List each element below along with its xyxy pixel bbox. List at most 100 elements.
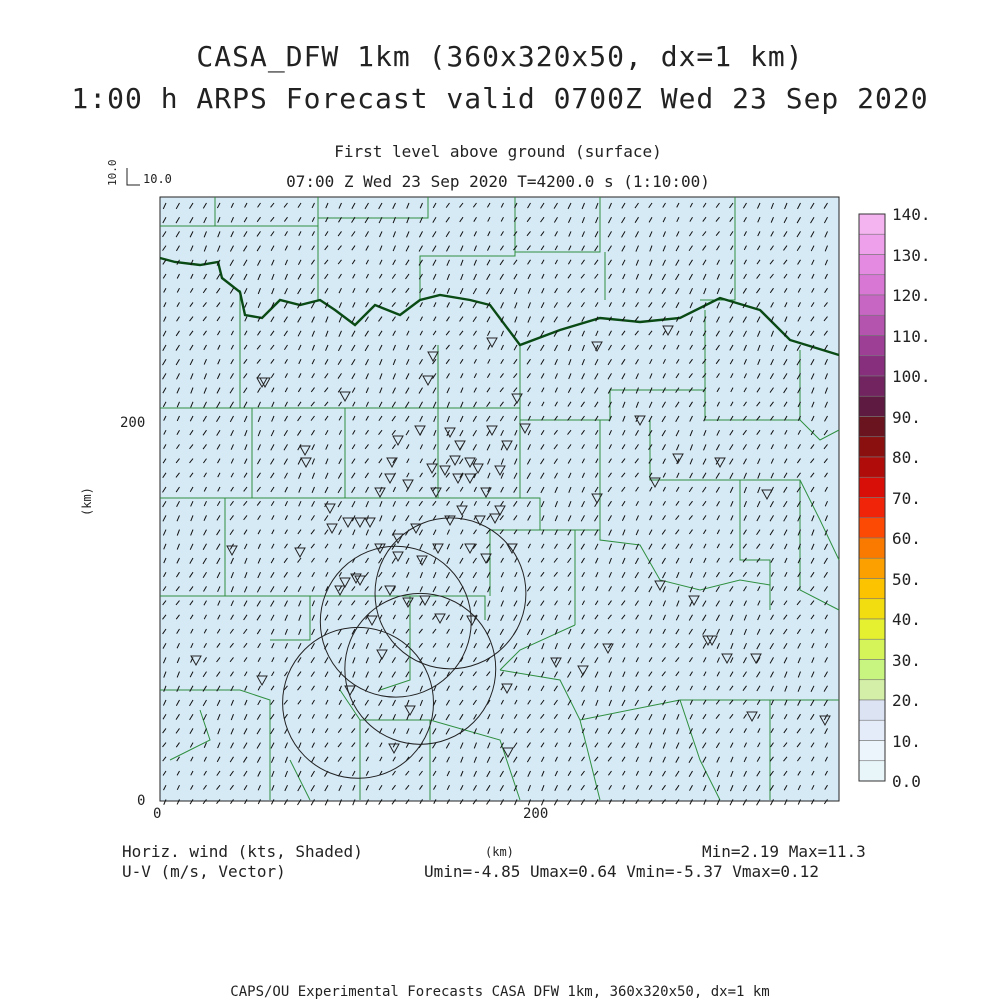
wind-vector bbox=[203, 245, 207, 252]
wind-vector bbox=[648, 216, 653, 223]
wind-vector bbox=[487, 245, 491, 251]
wind-vector bbox=[162, 713, 167, 720]
wind-vector bbox=[432, 373, 437, 380]
wind-vector bbox=[595, 330, 599, 337]
wind-vector bbox=[324, 415, 329, 421]
wind-vector bbox=[229, 287, 234, 294]
wind-vector bbox=[418, 529, 423, 536]
wind-vector bbox=[756, 429, 761, 435]
wind-vector bbox=[527, 273, 531, 280]
wind-vector bbox=[364, 216, 369, 224]
wind-vector bbox=[229, 784, 234, 791]
wind-vector bbox=[514, 316, 518, 323]
wind-vector bbox=[364, 444, 369, 450]
wind-vector bbox=[244, 799, 248, 805]
wind-vector bbox=[622, 671, 626, 678]
wind-vector bbox=[487, 472, 491, 479]
wind-vector bbox=[594, 415, 599, 422]
wind-vector bbox=[203, 458, 207, 464]
wind-vector bbox=[796, 713, 801, 720]
wind-vector bbox=[270, 699, 275, 705]
wind-vector bbox=[797, 429, 801, 435]
wind-vector bbox=[514, 571, 518, 578]
wind-vector bbox=[770, 571, 774, 577]
wind-vector bbox=[783, 529, 788, 536]
wind-vector bbox=[500, 728, 504, 734]
wind-vector bbox=[365, 401, 369, 407]
wind-vector bbox=[459, 458, 464, 465]
wind-vector bbox=[379, 742, 383, 748]
wind-vector bbox=[338, 273, 342, 279]
wind-vector bbox=[230, 202, 234, 208]
wind-vector bbox=[621, 642, 626, 648]
wind-vector bbox=[513, 713, 518, 719]
wind-vector bbox=[634, 586, 639, 593]
wind-vector bbox=[216, 401, 221, 408]
wind-vector bbox=[729, 344, 734, 351]
wind-vector bbox=[554, 472, 558, 479]
wind-vector bbox=[405, 685, 410, 692]
station-marker-icon bbox=[388, 743, 400, 755]
wind-vector bbox=[581, 571, 585, 578]
wind-vector bbox=[540, 557, 545, 563]
wind-vector bbox=[229, 770, 234, 777]
wind-vector bbox=[783, 586, 788, 591]
wind-vector bbox=[730, 529, 734, 535]
wind-vector bbox=[364, 316, 369, 323]
wind-vector bbox=[162, 472, 167, 479]
wind-vector bbox=[756, 671, 761, 678]
wind-vector bbox=[487, 614, 491, 621]
wind-vector bbox=[459, 571, 464, 579]
wind-vector bbox=[676, 728, 680, 735]
wind-vector bbox=[715, 444, 720, 451]
wind-vector bbox=[811, 657, 815, 663]
wind-vector bbox=[283, 713, 288, 720]
wind-vector bbox=[729, 231, 734, 237]
wind-vector bbox=[190, 529, 194, 536]
wind-vector bbox=[460, 373, 464, 379]
wind-vector bbox=[662, 713, 666, 721]
station-marker-icon bbox=[419, 595, 431, 607]
wind-vector bbox=[351, 472, 356, 479]
wind-vector bbox=[742, 415, 747, 421]
wind-vector bbox=[810, 330, 815, 337]
wind-vector bbox=[594, 614, 599, 620]
wind-vector bbox=[729, 458, 734, 465]
station-marker-icon bbox=[299, 445, 311, 457]
wind-vector bbox=[676, 586, 680, 593]
wind-vector bbox=[203, 387, 207, 394]
wind-vector bbox=[365, 671, 369, 678]
wind-vector bbox=[270, 557, 275, 564]
wind-vector bbox=[230, 600, 234, 607]
x-tick-label-0: 0 bbox=[153, 806, 162, 822]
wind-vector bbox=[189, 287, 194, 293]
wind-vector bbox=[324, 614, 329, 621]
wind-vector bbox=[162, 216, 167, 224]
wind-vector bbox=[500, 358, 504, 364]
wind-vector bbox=[553, 799, 558, 806]
wind-vector bbox=[243, 373, 248, 379]
wind-vector bbox=[648, 713, 653, 721]
wind-vector bbox=[283, 444, 288, 451]
wind-vector bbox=[567, 202, 572, 210]
wind-vector bbox=[310, 259, 315, 265]
wind-vector bbox=[621, 742, 626, 749]
wind-vector bbox=[473, 216, 477, 222]
wind-vector bbox=[433, 316, 437, 322]
wind-vector bbox=[568, 728, 572, 734]
wind-vector bbox=[568, 373, 572, 380]
station-marker-icon bbox=[190, 655, 202, 667]
wind-vector bbox=[797, 671, 801, 678]
wind-vector bbox=[243, 642, 248, 648]
wind-vector bbox=[757, 600, 761, 606]
wind-vector bbox=[648, 401, 653, 408]
wind-vector bbox=[175, 728, 180, 734]
wind-vector bbox=[459, 302, 464, 308]
wind-vector bbox=[487, 742, 491, 749]
wind-vector bbox=[824, 259, 828, 266]
wind-vector bbox=[445, 231, 450, 238]
wind-vector bbox=[203, 231, 207, 238]
wind-vector bbox=[405, 557, 410, 564]
wind-vector bbox=[797, 685, 801, 692]
wind-vector bbox=[284, 614, 288, 621]
